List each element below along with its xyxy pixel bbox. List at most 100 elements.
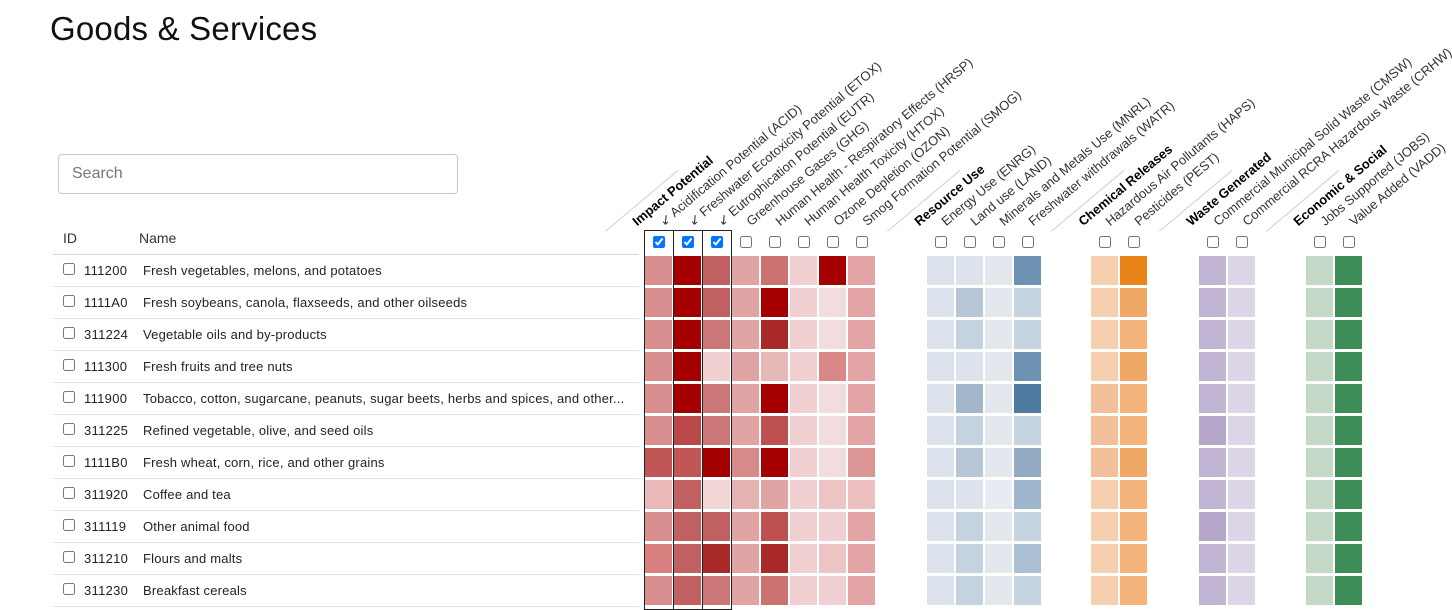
heatmap-cell[interactable]	[1199, 480, 1226, 509]
heatmap-cell[interactable]	[732, 320, 759, 349]
heatmap-cell[interactable]	[1228, 256, 1255, 285]
heatmap-cell[interactable]	[1306, 416, 1333, 445]
row-name[interactable]: Tobacco, cotton, sugarcane, peanuts, sug…	[143, 391, 625, 406]
heatmap-cell[interactable]	[1228, 352, 1255, 381]
row-name[interactable]: Other animal food	[143, 519, 250, 534]
heatmap-cell[interactable]	[790, 320, 817, 349]
heatmap-cell[interactable]	[703, 320, 730, 349]
heatmap-cell[interactable]	[848, 288, 875, 317]
column-checkbox[interactable]	[827, 236, 839, 248]
heatmap-cell[interactable]	[732, 256, 759, 285]
heatmap-cell[interactable]	[703, 448, 730, 477]
heatmap-cell[interactable]	[732, 480, 759, 509]
heatmap-cell[interactable]	[1228, 544, 1255, 573]
heatmap-cell[interactable]	[732, 384, 759, 413]
heatmap-cell[interactable]	[645, 416, 672, 445]
heatmap-cell[interactable]	[1306, 256, 1333, 285]
heatmap-cell[interactable]	[674, 480, 701, 509]
heatmap-cell[interactable]	[1335, 416, 1362, 445]
heatmap-cell[interactable]	[1120, 352, 1147, 381]
heatmap-cell[interactable]	[985, 416, 1012, 445]
heatmap-cell[interactable]	[1228, 384, 1255, 413]
heatmap-cell[interactable]	[645, 512, 672, 541]
column-checkbox[interactable]	[1236, 236, 1248, 248]
heatmap-cell[interactable]	[1091, 544, 1118, 573]
heatmap-cell[interactable]	[761, 448, 788, 477]
column-checkbox[interactable]	[1314, 236, 1326, 248]
heatmap-cell[interactable]	[761, 512, 788, 541]
heatmap-cell[interactable]	[927, 512, 954, 541]
heatmap-cell[interactable]	[1120, 512, 1147, 541]
heatmap-cell[interactable]	[790, 352, 817, 381]
heatmap-cell[interactable]	[819, 320, 846, 349]
heatmap-cell[interactable]	[645, 288, 672, 317]
row-name[interactable]: Coffee and tea	[143, 487, 231, 502]
heatmap-cell[interactable]	[732, 512, 759, 541]
heatmap-cell[interactable]	[956, 448, 983, 477]
heatmap-cell[interactable]	[1199, 512, 1226, 541]
name-column-header[interactable]: Name	[139, 230, 177, 246]
heatmap-cell[interactable]	[1228, 320, 1255, 349]
heatmap-cell[interactable]	[1120, 256, 1147, 285]
heatmap-cell[interactable]	[761, 256, 788, 285]
heatmap-cell[interactable]	[985, 576, 1012, 605]
heatmap-cell[interactable]	[703, 384, 730, 413]
heatmap-cell[interactable]	[1091, 480, 1118, 509]
heatmap-cell[interactable]	[790, 384, 817, 413]
column-checkbox[interactable]	[1022, 236, 1034, 248]
heatmap-cell[interactable]	[1228, 416, 1255, 445]
heatmap-cell[interactable]	[761, 384, 788, 413]
heatmap-cell[interactable]	[761, 576, 788, 605]
heatmap-cell[interactable]	[956, 288, 983, 317]
heatmap-cell[interactable]	[927, 448, 954, 477]
heatmap-cell[interactable]	[1199, 288, 1226, 317]
heatmap-cell[interactable]	[848, 416, 875, 445]
heatmap-cell[interactable]	[1199, 320, 1226, 349]
heatmap-cell[interactable]	[1199, 256, 1226, 285]
heatmap-cell[interactable]	[1335, 288, 1362, 317]
heatmap-cell[interactable]	[674, 416, 701, 445]
heatmap-cell[interactable]	[819, 416, 846, 445]
row-name[interactable]: Fresh wheat, corn, rice, and other grain…	[143, 455, 385, 470]
row-checkbox[interactable]	[63, 487, 75, 499]
heatmap-cell[interactable]	[1228, 576, 1255, 605]
row-checkbox[interactable]	[63, 327, 75, 339]
column-checkbox[interactable]	[964, 236, 976, 248]
heatmap-cell[interactable]	[703, 512, 730, 541]
heatmap-cell[interactable]	[790, 544, 817, 573]
heatmap-cell[interactable]	[1120, 544, 1147, 573]
heatmap-cell[interactable]	[674, 512, 701, 541]
heatmap-cell[interactable]	[848, 384, 875, 413]
heatmap-cell[interactable]	[927, 576, 954, 605]
heatmap-cell[interactable]	[985, 256, 1012, 285]
heatmap-cell[interactable]	[927, 320, 954, 349]
column-checkbox[interactable]	[1099, 236, 1111, 248]
heatmap-cell[interactable]	[674, 256, 701, 285]
heatmap-cell[interactable]	[1306, 384, 1333, 413]
column-checkbox[interactable]	[1343, 236, 1355, 248]
column-checkbox[interactable]	[711, 236, 723, 248]
heatmap-cell[interactable]	[848, 512, 875, 541]
heatmap-cell[interactable]	[645, 256, 672, 285]
heatmap-cell[interactable]	[1335, 256, 1362, 285]
heatmap-cell[interactable]	[674, 320, 701, 349]
heatmap-cell[interactable]	[674, 576, 701, 605]
heatmap-cell[interactable]	[1091, 416, 1118, 445]
heatmap-cell[interactable]	[703, 576, 730, 605]
heatmap-cell[interactable]	[1120, 384, 1147, 413]
heatmap-cell[interactable]	[1335, 448, 1362, 477]
heatmap-cell[interactable]	[819, 256, 846, 285]
heatmap-cell[interactable]	[1306, 448, 1333, 477]
heatmap-cell[interactable]	[848, 576, 875, 605]
column-checkbox[interactable]	[993, 236, 1005, 248]
heatmap-cell[interactable]	[1014, 512, 1041, 541]
heatmap-cell[interactable]	[848, 256, 875, 285]
heatmap-cell[interactable]	[1014, 448, 1041, 477]
heatmap-cell[interactable]	[1335, 480, 1362, 509]
heatmap-cell[interactable]	[761, 320, 788, 349]
heatmap-cell[interactable]	[956, 544, 983, 573]
heatmap-cell[interactable]	[1014, 288, 1041, 317]
column-checkbox[interactable]	[682, 236, 694, 248]
heatmap-cell[interactable]	[703, 480, 730, 509]
heatmap-cell[interactable]	[674, 448, 701, 477]
